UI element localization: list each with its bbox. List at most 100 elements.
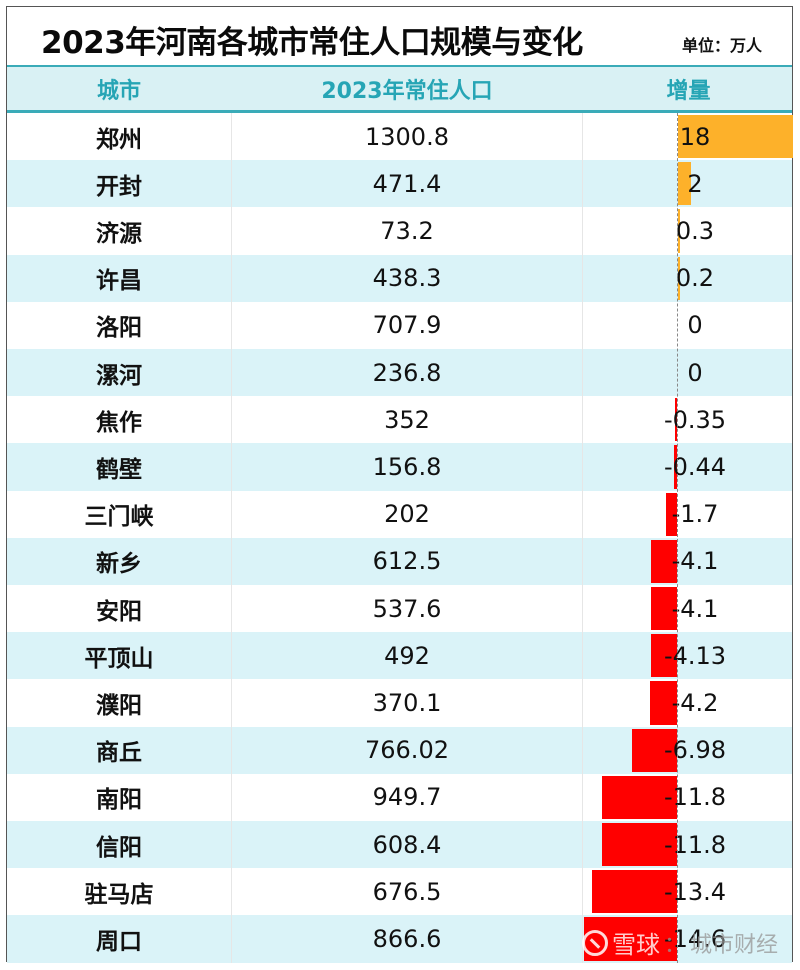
increment-cell: -4.2 <box>583 679 794 726</box>
increment-value: -13.4 <box>663 877 727 906</box>
population-cell: 156.8 <box>231 443 583 491</box>
population-cell: 370.1 <box>231 679 583 727</box>
increment-cell: -4.1 <box>583 538 794 585</box>
population-cell: 1300.8 <box>231 113 583 161</box>
population-cell: 707.9 <box>231 301 583 349</box>
table-row: 焦作 352 -0.35 <box>7 396 794 444</box>
decrease-bar <box>650 634 677 678</box>
table-row: 漯河 236.8 0 <box>7 349 794 397</box>
increase-bar <box>678 162 691 206</box>
increment-value: 0 <box>687 311 703 340</box>
decrease-bar <box>650 587 677 631</box>
increment-cell: -4.13 <box>583 632 794 679</box>
increment-cell: -1.7 <box>583 491 794 538</box>
population-cell: 766.02 <box>231 726 583 774</box>
city-cell: 洛阳 <box>96 315 142 342</box>
city-cell: 开封 <box>96 173 142 200</box>
table-row: 郑州 1300.8 18 <box>7 113 793 161</box>
city-cell: 安阳 <box>96 598 142 625</box>
table-row: 安阳 537.6 -4.1 <box>7 585 794 633</box>
increment-value: 0.2 <box>675 264 715 293</box>
increment-cell: -11.8 <box>583 821 794 868</box>
increase-bar <box>678 209 680 253</box>
increment-cell: -0.35 <box>583 396 794 443</box>
watermark-separator: ： <box>664 932 687 958</box>
increment-value: -0.35 <box>663 405 727 434</box>
table-row: 三门峡 202 -1.7 <box>7 490 794 538</box>
city-cell: 郑州 <box>96 126 142 153</box>
city-cell: 新乡 <box>96 551 142 578</box>
population-cell: 676.5 <box>231 868 583 916</box>
increment-cell: 0.3 <box>583 207 794 254</box>
increment-value: -11.8 <box>663 783 727 812</box>
population-cell: 438.3 <box>231 254 583 302</box>
table-row: 开封 471.4 2 <box>7 160 794 208</box>
increment-value: 2 <box>687 169 703 198</box>
increase-bar <box>678 256 680 300</box>
increment-cell: 0.2 <box>583 255 794 302</box>
increment-value: -14.6 <box>663 924 727 953</box>
city-cell: 平顶山 <box>84 645 154 672</box>
city-cell: 漯河 <box>96 362 142 389</box>
population-cell: 612.5 <box>231 537 583 585</box>
increment-value: -11.8 <box>663 830 727 859</box>
column-header-city: 城市 <box>96 78 141 104</box>
title-bar: 2023年河南各城市常住人口规模与变化 单位：万人 <box>7 7 792 65</box>
population-cell: 949.7 <box>231 773 583 821</box>
decrease-bar <box>674 398 677 442</box>
decrease-bar <box>601 823 677 867</box>
unit-label: 单位：万人 <box>681 36 762 55</box>
population-cell: 202 <box>231 490 583 538</box>
population-cell: 492 <box>231 632 583 680</box>
decrease-bar <box>591 870 677 914</box>
increment-cell: -0.44 <box>583 443 794 490</box>
population-cell: 352 <box>231 396 583 444</box>
table-frame: 2023年河南各城市常住人口规模与变化 单位：万人 城市 2023年常住人口 增… <box>6 6 794 963</box>
table-row: 商丘 766.02 -6.98 <box>7 726 792 774</box>
population-cell: 236.8 <box>231 349 583 397</box>
increment-value: 0.3 <box>675 216 715 245</box>
increment-cell: -11.8 <box>583 774 794 821</box>
watermark: 雪球 ： 城市财经 <box>582 925 778 960</box>
decrease-bar <box>666 492 677 536</box>
zero-axis-line <box>677 113 678 963</box>
table-row: 新乡 612.5 -4.1 <box>7 537 794 585</box>
table-header: 城市 2023年常住人口 增量 <box>7 65 792 113</box>
city-cell: 周口 <box>96 928 142 955</box>
table-row: 鹤壁 156.8 -0.44 <box>7 443 794 491</box>
increment-value: -4.13 <box>663 641 727 670</box>
increment-value: 18 <box>679 122 711 151</box>
increment-value: -4.1 <box>671 547 719 576</box>
city-cell: 濮阳 <box>96 692 142 719</box>
city-cell: 南阳 <box>96 787 142 814</box>
page-title: 2023年河南各城市常住人口规模与变化 <box>41 25 583 61</box>
decrease-bar <box>650 539 677 583</box>
city-cell: 商丘 <box>96 740 142 767</box>
city-cell: 鹤壁 <box>96 456 142 483</box>
population-cell: 537.6 <box>231 585 583 633</box>
city-cell: 焦作 <box>96 409 142 436</box>
column-header-population: 2023年常住人口 <box>321 78 493 104</box>
table-row: 洛阳 707.9 0 <box>7 301 794 349</box>
increment-value: -4.1 <box>671 594 719 623</box>
increment-cell: 2 <box>583 160 794 207</box>
watermark-brand: 雪球 <box>612 931 660 959</box>
increment-cell: -4.1 <box>583 585 794 632</box>
table-row: 周口 866.6 -14.6 <box>7 915 792 963</box>
increment-value: -1.7 <box>671 500 719 529</box>
increment-cell: 0 <box>583 302 794 349</box>
table-row: 驻马店 676.5 -13.4 <box>7 868 792 916</box>
city-cell: 三门峡 <box>84 504 154 531</box>
population-cell: 471.4 <box>231 160 583 208</box>
increment-value: -6.98 <box>663 736 727 765</box>
table-row: 信阳 608.4 -11.8 <box>7 821 794 869</box>
increment-cell: 0 <box>583 349 794 396</box>
decrease-bar <box>674 445 677 489</box>
decrease-bar <box>601 775 677 819</box>
population-cell: 608.4 <box>231 821 583 869</box>
table-row: 濮阳 370.1 -4.2 <box>7 679 794 727</box>
increment-value: -0.44 <box>663 452 727 481</box>
decrease-bar <box>632 728 677 772</box>
decrease-bar <box>650 681 677 725</box>
table-row: 平顶山 492 -4.13 <box>7 632 794 680</box>
